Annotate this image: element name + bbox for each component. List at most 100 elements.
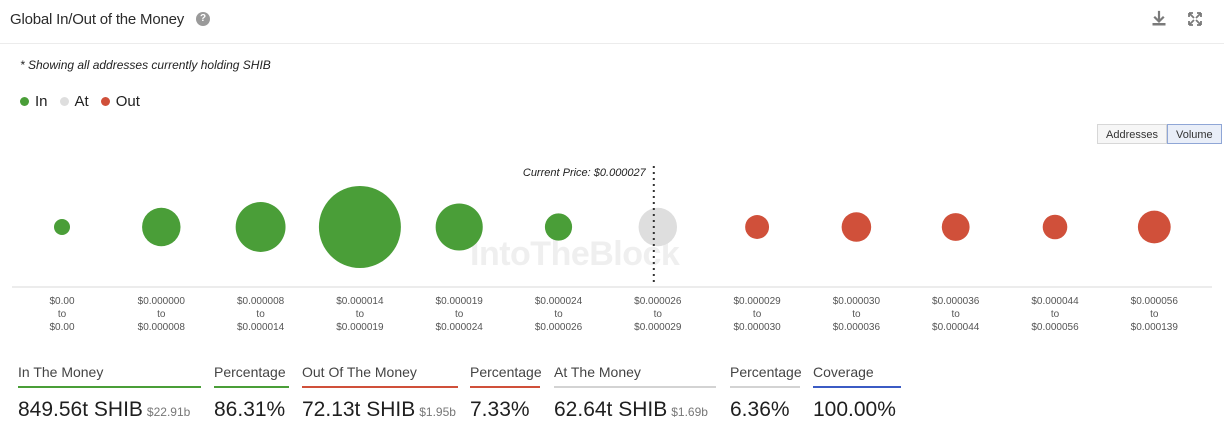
legend-item-out[interactable]: Out: [100, 92, 140, 110]
widget-header: Global In/Out of the Money ?: [0, 0, 1224, 44]
tick-label: $0.000044: [932, 322, 980, 333]
stat-at-the-money: At The Money 62.64t SHIB $1.69b: [554, 362, 716, 422]
bubble-out[interactable]: [1042, 214, 1068, 240]
tick-label: $0.000008: [138, 322, 186, 333]
stat-value-text: 7.33%: [470, 398, 530, 421]
stat-percentage: Percentage 6.36%: [730, 362, 802, 422]
tick-label-to: to: [256, 309, 265, 320]
stat-label: Out Of The Money: [302, 364, 417, 380]
stat-coverage: Coverage 100.00%: [813, 362, 901, 422]
tick-label: $0.000056: [1131, 296, 1179, 307]
bubble-in[interactable]: [235, 202, 286, 252]
addresses-toggle-button[interactable]: Addresses: [1097, 124, 1167, 144]
tick-label-to: to: [753, 309, 762, 320]
tick-label-to: to: [554, 309, 563, 320]
stat-value-text: 62.64t SHIB: [554, 398, 668, 421]
stat-underline: [214, 386, 289, 388]
iomap-bubble-chart: $0.00 to $0.00 $0.000000 to $0.000008 $0.00000…: [12, 166, 1212, 333]
tick-label: $0.000008: [237, 296, 285, 307]
stat-underline: [302, 386, 458, 388]
question-circle-icon[interactable]: ?: [196, 12, 210, 26]
stat-underline: [554, 386, 716, 388]
bubble-in[interactable]: [54, 219, 70, 235]
stat-value: 6.36%: [730, 398, 800, 422]
summary-stats: In The Money 849.56t SHIB $22.91b Percentag…: [0, 362, 1224, 432]
stat-value-text: 72.13t SHIB: [302, 398, 416, 421]
legend-dot-icon: [20, 96, 29, 106]
tick-label-to: to: [356, 309, 365, 320]
stat-label: Coverage: [813, 364, 874, 380]
bubble-out[interactable]: [745, 215, 770, 239]
bubble-in[interactable]: [318, 186, 401, 268]
stat-label: In The Money: [18, 364, 104, 380]
stat-usd-value: $1.95b: [419, 405, 456, 419]
bubble-in[interactable]: [142, 207, 181, 247]
volume-toggle-button[interactable]: Volume: [1166, 124, 1222, 144]
stat-underline: [470, 386, 540, 388]
tick-label: $0.000024: [436, 322, 484, 333]
tick-label: $0.000029: [733, 296, 781, 307]
chart-legend: In At Out: [20, 92, 152, 110]
tick-label: $0.000044: [1031, 296, 1079, 307]
legend-dot-icon: [100, 96, 110, 106]
stat-value-text: 849.56t SHIB: [18, 398, 143, 421]
tick-label: $0.000014: [336, 296, 384, 307]
tick-label: $0.000029: [634, 322, 682, 333]
tick-label-to: to: [1051, 309, 1060, 320]
stat-underline: [18, 386, 201, 388]
tick-label: $0.000019: [436, 296, 484, 307]
download-icon[interactable]: [1150, 10, 1168, 28]
chart-note: * Showing all addresses currently holdin…: [20, 58, 271, 72]
expand-icon[interactable]: [1186, 10, 1204, 28]
metric-toggle: Addresses Volume: [1097, 124, 1222, 144]
bubble-at[interactable]: [638, 207, 678, 247]
stat-value: 100.00%: [813, 398, 901, 422]
tick-label: $0.000014: [237, 322, 285, 333]
legend-label: Out: [115, 92, 140, 110]
tick-label: $0.000056: [1031, 322, 1079, 333]
tick-label: $0.000019: [336, 322, 384, 333]
widget-title: Global In/Out of the Money: [10, 11, 185, 28]
bubble-in[interactable]: [544, 213, 573, 241]
tick-label-to: to: [157, 309, 166, 320]
stat-label: Percentage: [730, 364, 802, 380]
tick-label: $0.000036: [932, 296, 980, 307]
bubble-out[interactable]: [941, 213, 970, 241]
legend-item-in[interactable]: In: [20, 93, 48, 110]
tick-label-to: to: [58, 309, 67, 320]
stat-percentage: Percentage 86.31%: [214, 362, 289, 422]
stat-value: 72.13t SHIB $1.95b: [302, 398, 458, 422]
stat-underline: [813, 386, 901, 388]
tick-label: $0.000026: [535, 322, 583, 333]
tick-label-to: to: [1150, 309, 1159, 320]
stat-value-text: 100.00%: [813, 398, 896, 421]
current-price-label: Current Price: $0.000027: [523, 167, 647, 179]
tick-label: $0.000030: [833, 296, 881, 307]
stat-usd-value: $1.69b: [671, 405, 708, 419]
tick-label: $0.000036: [833, 322, 881, 333]
legend-dot-icon: [59, 96, 69, 106]
stat-value: 7.33%: [470, 398, 540, 422]
tick-label-to: to: [455, 309, 464, 320]
tick-label: $0.000139: [1131, 322, 1179, 333]
watermark-logo: IntoTheBlock: [470, 235, 680, 273]
bubble-in[interactable]: [435, 203, 483, 251]
stat-label: At The Money: [554, 364, 641, 380]
tick-label-to: to: [952, 309, 961, 320]
stat-value-text: 6.36%: [730, 398, 790, 421]
legend-label: At: [74, 92, 89, 110]
bubble-out[interactable]: [841, 212, 872, 242]
tick-label: $0.00: [49, 322, 74, 333]
bubble-out[interactable]: [1137, 210, 1171, 244]
stat-value: 849.56t SHIB $22.91b: [18, 398, 201, 422]
tick-label: $0.00: [49, 296, 74, 307]
legend-item-at[interactable]: At: [59, 92, 89, 110]
tick-label-to: to: [654, 309, 663, 320]
stat-value-text: 86.31%: [214, 398, 286, 421]
stat-usd-value: $22.91b: [146, 405, 191, 419]
tick-label: $0.000026: [634, 296, 682, 307]
tick-label: $0.000024: [535, 296, 583, 307]
stat-underline: [730, 386, 800, 388]
stat-label: Percentage: [470, 364, 542, 380]
stat-percentage: Percentage 7.33%: [470, 362, 542, 422]
